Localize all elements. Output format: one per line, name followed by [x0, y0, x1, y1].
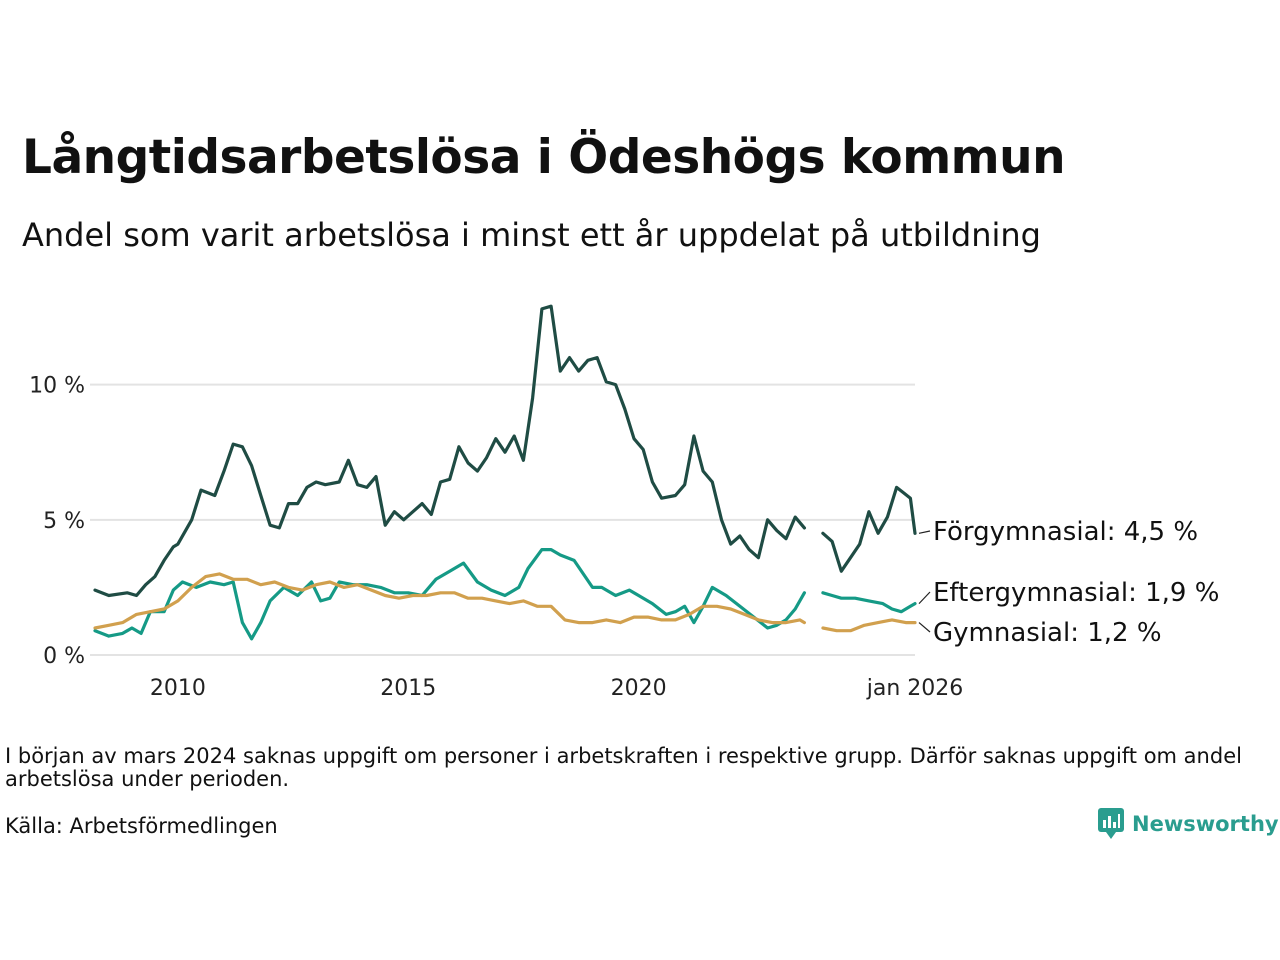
- chart-subtitle: Andel som varit arbetslösa i minst ett å…: [22, 216, 1041, 254]
- label-leader-line: [918, 622, 931, 633]
- series-line: [821, 485, 917, 573]
- series-line: [821, 591, 917, 614]
- series-line: [93, 572, 806, 630]
- brand-logo[interactable]: Newsworthy: [1098, 808, 1279, 840]
- series-line: [821, 618, 917, 633]
- chart-title: Långtidsarbetslösa i Ödeshögs kommun: [22, 130, 1066, 185]
- x-tick-label: jan 2026: [866, 676, 964, 701]
- label-leader-line: [918, 591, 931, 605]
- footnote: I början av mars 2024 saknas uppgift om …: [5, 744, 1242, 791]
- series-line: [93, 304, 806, 598]
- series-end-label: Eftergymnasial: 1,9 %: [933, 578, 1219, 608]
- gridlines: [90, 383, 915, 656]
- y-tick-label: 0 %: [43, 644, 85, 669]
- series-end-labels: Förgymnasial: 4,5 % Eftergymnasial: 1,9 %…: [918, 517, 1219, 648]
- y-tick-label: 10 %: [29, 374, 85, 399]
- label-leader-line: [918, 530, 931, 534]
- x-tick-label: 2015: [380, 676, 436, 701]
- x-axis: 2010 2015 2020 jan 2026: [150, 676, 963, 701]
- brand-name: Newsworthy: [1132, 812, 1279, 836]
- newsworthy-logo-icon: [1098, 808, 1124, 839]
- x-tick-label: 2020: [611, 676, 667, 701]
- series-end-label: Gymnasial: 1,2 %: [933, 618, 1162, 648]
- line-chart: 0 % 5 % 10 % 2010 2015 2020 jan 2026 Förgymna…: [29, 304, 1219, 701]
- y-axis: 0 % 5 % 10 %: [29, 374, 85, 669]
- series-line: [93, 548, 806, 641]
- series-lines: [93, 304, 917, 641]
- source-credit: Källa: Arbetsförmedlingen: [5, 814, 278, 838]
- series-end-label: Förgymnasial: 4,5 %: [933, 517, 1198, 547]
- y-tick-label: 5 %: [43, 509, 85, 534]
- x-tick-label: 2010: [150, 676, 206, 701]
